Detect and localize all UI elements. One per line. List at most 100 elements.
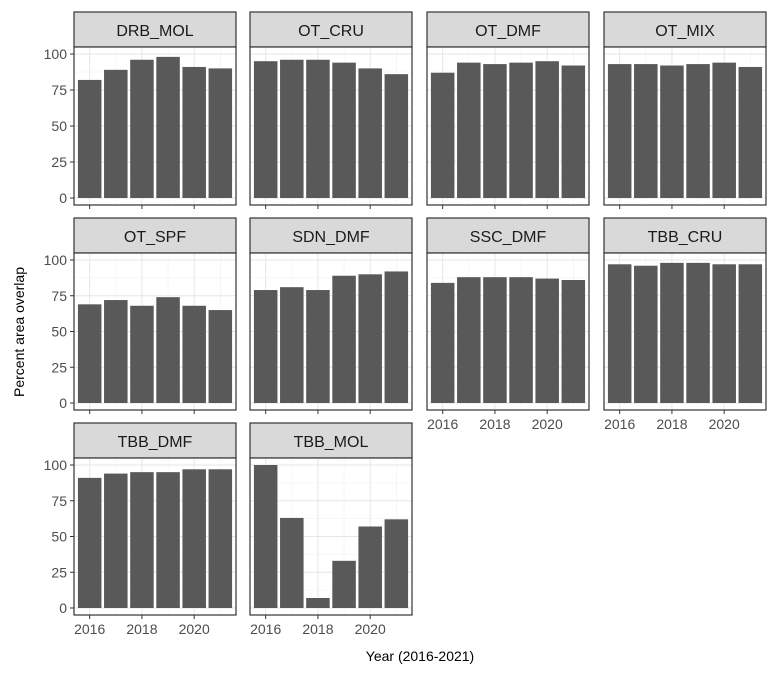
y-tick-label: 75 [51, 493, 67, 509]
bar-2017 [280, 517, 304, 608]
bar-2016 [607, 64, 632, 198]
bar-2019 [156, 297, 180, 403]
x-tick-label: 2016 [250, 621, 281, 637]
panel-strip [73, 11, 237, 48]
bar-2021 [561, 280, 586, 403]
bar-2020 [358, 68, 382, 199]
bar-2021 [208, 469, 233, 608]
panel-strip [249, 11, 413, 48]
bar-2020 [535, 278, 559, 403]
y-tick-label: 0 [59, 600, 67, 616]
bar-2017 [104, 473, 128, 608]
panel-ot-mix: OT_MIX [603, 11, 767, 209]
panel-strip-label: OT_CRU [298, 23, 364, 40]
bar-2017 [104, 300, 128, 403]
x-axis-title: Year (2016-2021) [366, 648, 474, 664]
bar-2016 [430, 72, 455, 198]
bar-2018 [130, 472, 154, 608]
y-tick-label: 75 [51, 288, 67, 304]
x-tick-label: 2018 [126, 621, 157, 637]
panel-strip-label: SSC_DMF [470, 229, 547, 246]
x-tick-label: 2018 [656, 416, 687, 432]
bar-2021 [208, 310, 233, 403]
panel-ot-cru: OT_CRU [249, 11, 413, 209]
panels-layer: DRB_MOL 0 25 50 75 100 OT_CRU OT_DMF OT_MIX OT_SP… [44, 11, 767, 637]
panel-strip-label: OT_DMF [475, 23, 541, 40]
bar-2018 [660, 65, 684, 199]
bar-2021 [384, 519, 409, 608]
y-tick-label: 0 [59, 190, 67, 206]
bar-2017 [280, 59, 304, 199]
bar-2018 [130, 305, 154, 403]
bar-2021 [208, 68, 233, 199]
x-tick-label: 2020 [709, 416, 740, 432]
bar-2017 [104, 69, 128, 198]
panel-ot-dmf: OT_DMF [426, 11, 590, 209]
bar-2020 [358, 526, 382, 608]
panel-strip [603, 11, 767, 48]
bar-2016 [253, 465, 278, 608]
panel-strip [426, 11, 590, 48]
y-tick-label: 0 [59, 395, 67, 411]
bar-2018 [130, 59, 154, 199]
y-tick-label: 25 [51, 154, 67, 170]
panel-strip [73, 217, 237, 254]
x-tick-label: 2018 [302, 621, 333, 637]
bar-2017 [457, 277, 481, 403]
panel-tbb-mol: TBB_MOL 2016 2018 2020 [249, 422, 413, 637]
panel-strip [249, 422, 413, 459]
bar-2016 [77, 477, 102, 608]
x-tick-label: 2016 [74, 621, 105, 637]
y-tick-label: 100 [44, 252, 68, 268]
panel-strip-label: OT_MIX [655, 23, 715, 40]
bar-2016 [253, 61, 278, 199]
bar-2018 [306, 59, 330, 199]
bar-2020 [358, 274, 382, 403]
y-tick-label: 50 [51, 529, 67, 545]
bar-2020 [182, 305, 206, 403]
y-tick-label: 50 [51, 324, 67, 340]
panel-border [603, 252, 767, 411]
bar-2019 [332, 560, 356, 608]
bar-2019 [509, 62, 533, 198]
bar-2017 [634, 265, 658, 403]
bar-2020 [182, 66, 206, 199]
panel-strip-label: SDN_DMF [292, 229, 370, 246]
bar-2017 [280, 287, 304, 403]
bar-2018 [483, 64, 507, 198]
bar-2021 [384, 271, 409, 403]
bar-2019 [509, 277, 533, 403]
panel-sdn-dmf: SDN_DMF [249, 217, 413, 414]
bar-2020 [712, 62, 736, 198]
bar-2020 [535, 61, 559, 199]
y-tick-label: 50 [51, 118, 67, 134]
bar-2019 [156, 56, 180, 198]
bar-2020 [182, 469, 206, 608]
panel-border [426, 252, 590, 411]
bar-2021 [738, 66, 763, 199]
panel-strip [249, 217, 413, 254]
bar-2016 [77, 304, 102, 403]
y-tick-label: 25 [51, 359, 67, 375]
panel-border [249, 46, 413, 206]
panel-border [603, 46, 767, 206]
panel-strip [73, 422, 237, 459]
bar-2017 [634, 64, 658, 198]
panel-ot-spf: OT_SPF 0 25 50 75 100 [44, 217, 237, 414]
bar-2018 [306, 290, 330, 403]
bar-2016 [253, 290, 278, 403]
bar-2016 [607, 264, 632, 403]
panel-strip-label: DRB_MOL [116, 23, 193, 40]
bar-2021 [384, 74, 409, 198]
y-tick-label: 25 [51, 564, 67, 580]
bar-2018 [483, 277, 507, 403]
bar-2018 [306, 597, 330, 608]
bar-2020 [712, 264, 736, 403]
panel-strip-label: TBB_DMF [118, 434, 193, 451]
y-axis-title: Percent area overlap [11, 267, 27, 397]
bar-2019 [686, 64, 710, 198]
bar-2018 [660, 262, 684, 403]
bar-2016 [430, 282, 455, 403]
bar-2017 [457, 62, 481, 198]
